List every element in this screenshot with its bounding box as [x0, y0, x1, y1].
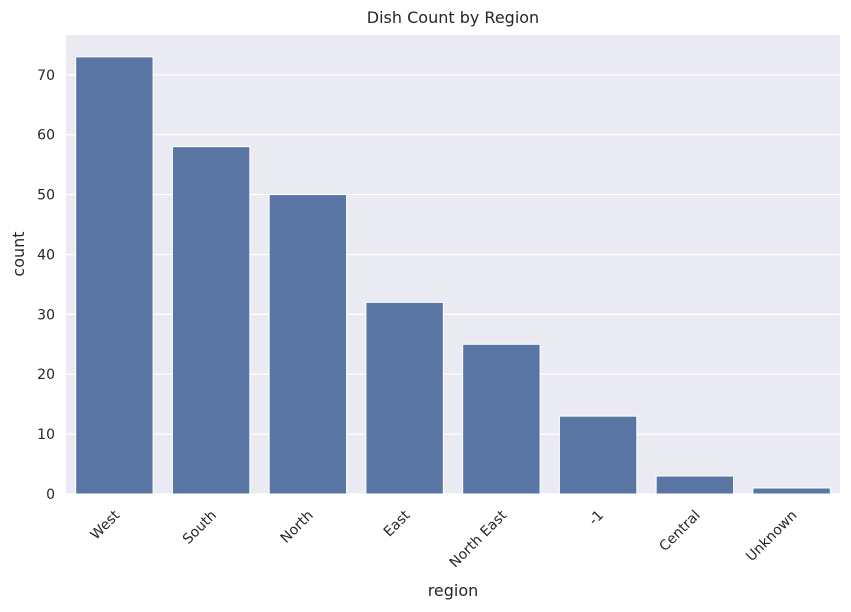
bar-east — [365, 301, 444, 495]
x-axis-ticks: West South North East North East -1 Central Unk… — [88, 507, 801, 571]
x-tick-label: Unknown — [743, 508, 800, 565]
x-tick-label: Central — [656, 508, 703, 555]
x-tick-label: -1 — [586, 508, 607, 529]
chart-title: Dish Count by Region — [367, 8, 539, 27]
y-axis-ticks: 0 10 20 30 40 50 60 70 — [37, 68, 55, 503]
x-axis-label: region — [428, 581, 479, 600]
y-tick-label: 60 — [37, 128, 55, 144]
bar-1 — [558, 415, 638, 495]
bar-north — [268, 194, 348, 495]
y-tick-label: 50 — [37, 188, 55, 204]
bar-central — [655, 475, 735, 495]
y-tick-label: 70 — [37, 68, 55, 84]
bar-unknown — [752, 487, 831, 495]
x-tick-label: West — [88, 507, 124, 543]
bar-west — [75, 56, 154, 495]
y-tick-label: 10 — [37, 427, 55, 443]
bar-south — [171, 146, 251, 495]
y-axis-label: count — [9, 231, 28, 276]
y-tick-label: 20 — [37, 367, 55, 383]
x-tick-label: North — [278, 508, 317, 547]
x-tick-label: South — [180, 508, 220, 548]
bar-north-east — [462, 343, 541, 495]
y-tick-label: 40 — [37, 247, 55, 263]
bars — [75, 56, 831, 495]
y-tick-label: 30 — [37, 307, 55, 323]
x-tick-label: North East — [447, 507, 511, 571]
y-tick-label: 0 — [46, 487, 55, 503]
x-tick-label: East — [381, 507, 414, 540]
